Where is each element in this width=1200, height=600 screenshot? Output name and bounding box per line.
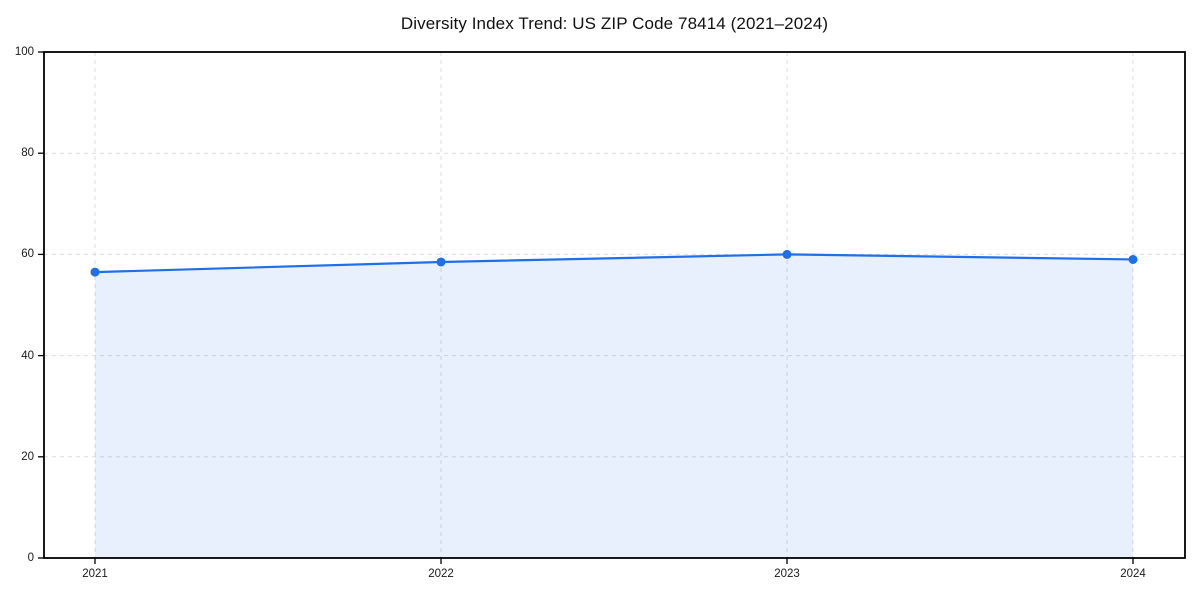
chart-title: Diversity Index Trend: US ZIP Code 78414… bbox=[400, 14, 829, 33]
y-tick-label-100: 100 bbox=[14, 46, 34, 58]
y-tick-label-80: 80 bbox=[21, 147, 34, 160]
y-tick-label-0: 0 bbox=[27, 552, 34, 564]
plot-border bbox=[43, 51, 1186, 559]
trend-line bbox=[93, 253, 1135, 274]
x-tick-label-2022: 2022 bbox=[428, 568, 454, 580]
x-tick-label-2023: 2023 bbox=[774, 568, 800, 580]
data-point-2021 bbox=[90, 267, 100, 277]
data-point-2023 bbox=[782, 249, 792, 259]
data-point-2024 bbox=[1128, 254, 1138, 264]
x-tick-label-2021: 2021 bbox=[82, 568, 108, 580]
area-fill bbox=[95, 254, 1133, 558]
y-tick-label-40: 40 bbox=[21, 349, 34, 362]
x-tick-label-2024: 2024 bbox=[1120, 568, 1146, 580]
data-point-2022 bbox=[436, 257, 446, 267]
y-tick-label-60: 60 bbox=[21, 248, 34, 261]
y-tick-label-20: 20 bbox=[21, 450, 34, 463]
